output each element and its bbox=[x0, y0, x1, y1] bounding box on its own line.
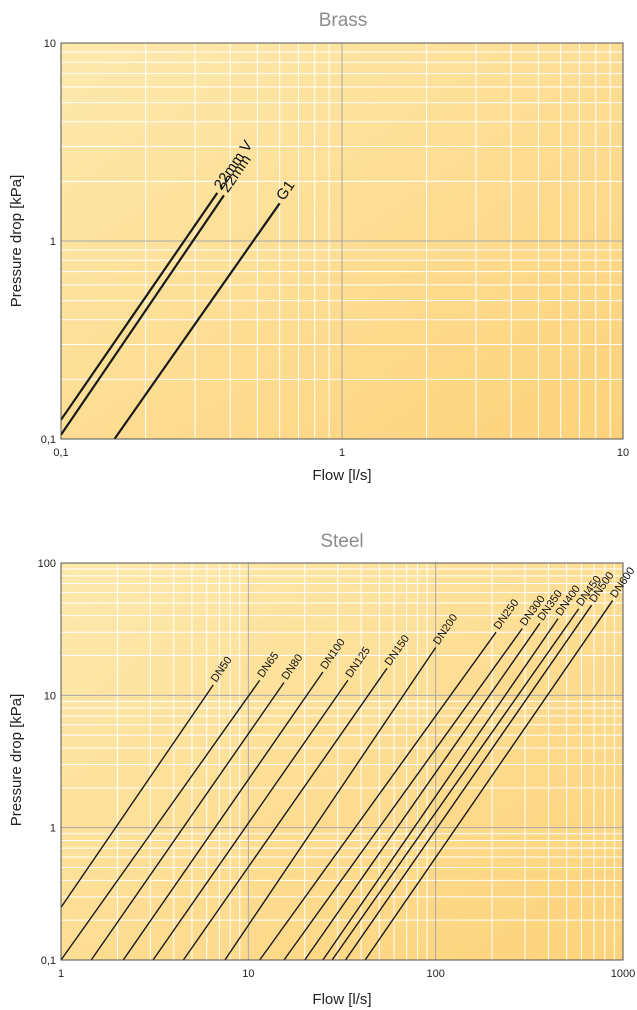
series-line-22mm bbox=[60, 194, 225, 436]
series-line-g1 bbox=[113, 202, 281, 440]
brass-title: Brass bbox=[319, 10, 368, 31]
x-tick-label: 1000 bbox=[611, 968, 635, 980]
brass-y-axis-label: Pressure drop [kPa] bbox=[8, 175, 25, 308]
series-line-dn300 bbox=[283, 628, 523, 961]
x-tick-label: 0,1 bbox=[53, 447, 68, 459]
steel-plot-area bbox=[61, 563, 623, 960]
steel-title: Steel bbox=[320, 531, 363, 552]
y-tick-label: 0,1 bbox=[41, 434, 56, 446]
series-line-dn200 bbox=[224, 647, 437, 961]
steel-gridlines bbox=[60, 562, 624, 961]
steel-plot-frame bbox=[60, 562, 624, 961]
series-line-dn100 bbox=[122, 671, 324, 961]
x-tick-label: 1 bbox=[58, 968, 64, 980]
series-line-dn50 bbox=[60, 684, 214, 908]
brass-x-axis-label: Flow [l/s] bbox=[312, 467, 371, 484]
series-line-dn500 bbox=[344, 604, 593, 961]
y-tick-label: 1 bbox=[50, 823, 56, 835]
y-tick-label: 10 bbox=[44, 690, 56, 702]
series-line-dn400 bbox=[322, 618, 559, 961]
brass-plot-frame bbox=[60, 42, 624, 440]
series-line-dn80 bbox=[90, 682, 285, 961]
series-line-dn65 bbox=[60, 679, 261, 961]
series-line-22mm-v bbox=[60, 192, 219, 421]
brass-tick-labels: 0,1 1 10 0,1 1 10 bbox=[41, 38, 629, 459]
y-tick-label: 100 bbox=[38, 558, 56, 570]
series-line-dn600 bbox=[364, 600, 614, 961]
series-line-dn250 bbox=[259, 631, 497, 961]
y-tick-label: 1 bbox=[50, 236, 56, 248]
series-line-dn150 bbox=[182, 667, 388, 961]
steel-y-axis-label: Pressure drop [kPa] bbox=[8, 694, 25, 827]
x-tick-label: 10 bbox=[242, 968, 254, 980]
series-line-dn125 bbox=[152, 679, 349, 961]
series-line-dn350 bbox=[304, 622, 541, 961]
series-line-dn450 bbox=[331, 608, 580, 961]
steel-x-axis-label: Flow [l/s] bbox=[312, 991, 371, 1008]
x-tick-label: 1 bbox=[339, 447, 345, 459]
x-tick-label: 10 bbox=[617, 447, 629, 459]
brass-gridlines bbox=[60, 42, 624, 440]
y-tick-label: 0,1 bbox=[41, 955, 56, 967]
y-tick-label: 10 bbox=[44, 38, 56, 50]
x-tick-label: 100 bbox=[426, 968, 444, 980]
